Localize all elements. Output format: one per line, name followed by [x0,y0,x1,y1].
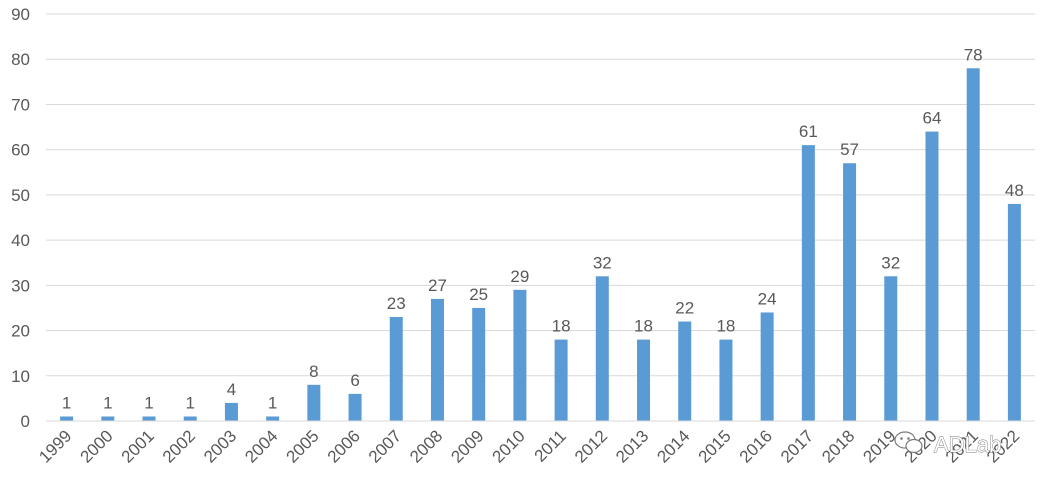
bar [554,339,568,421]
data-label: 4 [227,380,236,399]
data-label: 18 [634,317,653,336]
data-label: 1 [62,393,71,412]
x-tick-label: 2015 [695,426,735,466]
data-label: 29 [510,267,529,286]
bar [389,316,403,421]
data-label: 1 [144,393,153,412]
x-tick-label: 2017 [777,426,817,466]
data-label: 25 [469,285,488,304]
y-tick-label: 10 [11,367,30,386]
x-tick-label: 2011 [531,426,570,465]
data-label: 48 [1005,181,1024,200]
x-tick-label: 2016 [736,426,776,466]
data-label: 61 [799,122,818,141]
x-tick-label: 2002 [159,426,199,466]
x-tick-label: 2001 [118,426,158,466]
bar [60,416,74,421]
bar [307,384,321,421]
bar [760,312,774,421]
gridlines [46,13,1035,377]
bar [266,416,280,421]
data-label: 32 [593,253,612,272]
y-tick-label: 60 [11,141,30,160]
data-label: 1 [268,393,277,412]
bar [430,298,444,421]
bar [513,289,527,421]
x-tick-label: 2003 [200,426,240,466]
data-label: 57 [840,140,859,159]
y-tick-label: 50 [11,186,30,205]
x-tick-label: 1999 [35,426,75,466]
bar [101,416,115,421]
x-tick-label: 2004 [241,426,281,466]
bar [595,276,609,421]
data-label: 64 [923,109,942,128]
y-tick-label: 30 [11,276,30,295]
watermark-text: ADLab [934,432,1001,457]
data-label: 78 [964,45,983,64]
y-tick-label: 40 [11,231,30,250]
x-axis-ticks: 1999 2000 2001 2002 2003 2004 2005 2006 2007 2008… [35,426,1023,466]
data-label: 1 [103,393,112,412]
bar [678,321,692,421]
bar [884,276,898,421]
bar [719,339,733,421]
bar [142,416,156,421]
bar [925,131,939,422]
data-label: 32 [881,253,900,272]
bar [801,145,815,421]
data-label: 24 [758,289,777,308]
bar [472,307,486,421]
x-tick-label: 2018 [818,426,858,466]
x-tick-label: 2005 [282,426,322,466]
x-tick-label: 2009 [447,426,487,466]
data-label: 22 [675,299,694,318]
bar [183,416,197,421]
x-tick-label: 2008 [406,426,446,466]
y-tick-label: 20 [11,322,30,341]
x-tick-label: 2007 [365,426,405,466]
data-label: 23 [387,294,406,313]
bar [348,393,362,421]
x-tick-label: 2000 [76,426,116,466]
watermark: ADLab [894,431,1002,457]
data-label: 1 [185,393,194,412]
y-tick-label: 90 [11,5,30,24]
bar [224,402,238,421]
y-tick-label: 80 [11,50,30,69]
bar [843,163,857,421]
x-tick-label: 2014 [653,426,693,466]
bar [966,68,980,422]
data-label: 6 [350,371,359,390]
x-tick-label: 2012 [571,426,611,466]
y-tick-label: 70 [11,95,30,114]
x-tick-label: 2010 [489,426,529,466]
bars [60,68,1021,422]
y-tick-label: 0 [21,412,30,431]
data-label: 18 [552,317,571,336]
x-tick-label: 2006 [324,426,364,466]
x-tick-label: 2013 [612,426,652,466]
data-label: 27 [428,276,447,295]
bar [637,339,651,421]
y-axis-ticks: 0 10 20 30 40 50 60 70 80 90 [11,5,30,431]
data-label: 8 [309,362,318,381]
wechat-icon [894,431,923,454]
x-tick-label: 2019 [859,426,899,466]
bar [1007,203,1021,421]
data-label: 18 [716,317,735,336]
